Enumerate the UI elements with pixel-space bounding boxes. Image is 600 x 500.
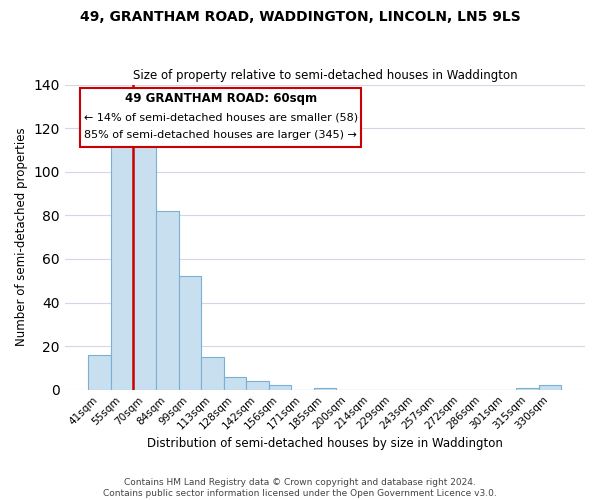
Bar [246,381,269,390]
Y-axis label: Number of semi-detached properties: Number of semi-detached properties [15,128,28,346]
Text: Contains HM Land Registry data © Crown copyright and database right 2024.
Contai: Contains HM Land Registry data © Crown c… [103,478,497,498]
Bar [156,211,179,390]
Text: 49, GRANTHAM ROAD, WADDINGTON, LINCOLN, LN5 9LS: 49, GRANTHAM ROAD, WADDINGTON, LINCOLN, … [80,10,520,24]
FancyBboxPatch shape [80,88,361,147]
Bar [88,355,111,390]
X-axis label: Distribution of semi-detached houses by size in Waddington: Distribution of semi-detached houses by … [147,437,503,450]
Title: Size of property relative to semi-detached houses in Waddington: Size of property relative to semi-detach… [133,69,517,82]
Bar [269,386,291,390]
Bar [224,376,246,390]
Text: 49 GRANTHAM ROAD: 60sqm: 49 GRANTHAM ROAD: 60sqm [125,92,317,105]
Text: ← 14% of semi-detached houses are smaller (58): ← 14% of semi-detached houses are smalle… [84,112,358,122]
Bar [201,357,224,390]
Bar [314,388,336,390]
Bar [111,137,133,390]
Bar [517,388,539,390]
Text: 85% of semi-detached houses are larger (345) →: 85% of semi-detached houses are larger (… [85,130,357,140]
Bar [133,139,156,390]
Bar [179,276,201,390]
Bar [539,386,562,390]
